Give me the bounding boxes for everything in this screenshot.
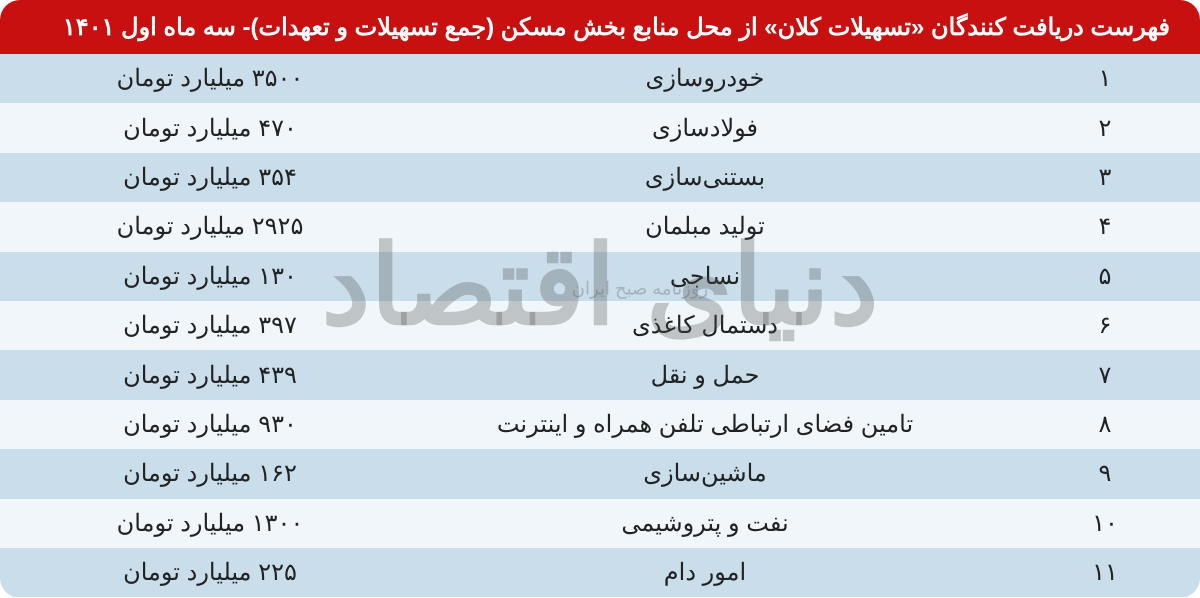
row-amount: ۴۳۹ میلیارد تومان (0, 361, 400, 390)
row-amount: ۹۳۰ میلیارد تومان (0, 410, 400, 439)
row-index: ۷ (1010, 361, 1200, 390)
row-name: فولادسازی (400, 114, 1010, 143)
row-amount: ۱۳۰۰ میلیارد تومان (0, 509, 400, 538)
row-amount: ۲۲۵ میلیارد تومان (0, 558, 400, 587)
row-index: ۲ (1010, 114, 1200, 143)
row-name: حمل و نقل (400, 361, 1010, 390)
row-index: ۶ (1010, 311, 1200, 340)
row-name: دستمال کاغذی (400, 311, 1010, 340)
row-name: تولید مبلمان (400, 212, 1010, 241)
row-amount: ۳۵۴ میلیارد تومان (0, 163, 400, 192)
table-row: ۱۰ نفت و پتروشیمی ۱۳۰۰ میلیارد تومان (0, 499, 1200, 548)
row-amount: ۳۹۷ میلیارد تومان (0, 311, 400, 340)
table-row: ۳ بستنی‌سازی ۳۵۴ میلیارد تومان (0, 153, 1200, 202)
row-name: خودروسازی (400, 64, 1010, 93)
row-amount: ۲۹۲۵ میلیارد تومان (0, 212, 400, 241)
row-amount: ۴۷۰ میلیارد تومان (0, 114, 400, 143)
row-name: نفت و پتروشیمی (400, 509, 1010, 538)
row-name: نساجی (400, 262, 1010, 291)
row-index: ۴ (1010, 212, 1200, 241)
table-row: ۶ دستمال کاغذی ۳۹۷ میلیارد تومان (0, 301, 1200, 350)
row-name: تامین فضای ارتباطی تلفن همراه و اینترنت (400, 410, 1010, 439)
row-index: ۸ (1010, 410, 1200, 439)
table-row: ۱ خودروسازی ۳۵۰۰ میلیارد تومان (0, 54, 1200, 103)
table-row: ۹ ماشین‌سازی ۱۶۲ میلیارد تومان (0, 449, 1200, 498)
table-title: فهرست دریافت کنندگان «تسهیلات کلان» از م… (63, 13, 1170, 42)
row-index: ۹ (1010, 459, 1200, 488)
row-index: ۱۰ (1010, 509, 1200, 538)
row-name: ماشین‌سازی (400, 459, 1010, 488)
table-row: ۱۱ امور دام ۲۲۵ میلیارد تومان (0, 548, 1200, 597)
row-name: بستنی‌سازی (400, 163, 1010, 192)
row-amount: ۱۶۲ میلیارد تومان (0, 459, 400, 488)
row-index: ۵ (1010, 262, 1200, 291)
table-row: ۷ حمل و نقل ۴۳۹ میلیارد تومان (0, 350, 1200, 399)
row-index: ۱ (1010, 64, 1200, 93)
loans-table: فهرست دریافت کنندگان «تسهیلات کلان» از م… (0, 0, 1200, 598)
table-row: ۵ نساجی ۱۳۰ میلیارد تومان (0, 252, 1200, 301)
table-row: ۸ تامین فضای ارتباطی تلفن همراه و اینترن… (0, 400, 1200, 449)
table-row: ۴ تولید مبلمان ۲۹۲۵ میلیارد تومان (0, 202, 1200, 251)
row-name: امور دام (400, 558, 1010, 587)
row-amount: ۳۵۰۰ میلیارد تومان (0, 64, 400, 93)
row-index: ۱۱ (1010, 558, 1200, 587)
table-header: فهرست دریافت کنندگان «تسهیلات کلان» از م… (0, 0, 1200, 54)
row-amount: ۱۳۰ میلیارد تومان (0, 262, 400, 291)
row-index: ۳ (1010, 163, 1200, 192)
table-row: ۲ فولادسازی ۴۷۰ میلیارد تومان (0, 103, 1200, 152)
